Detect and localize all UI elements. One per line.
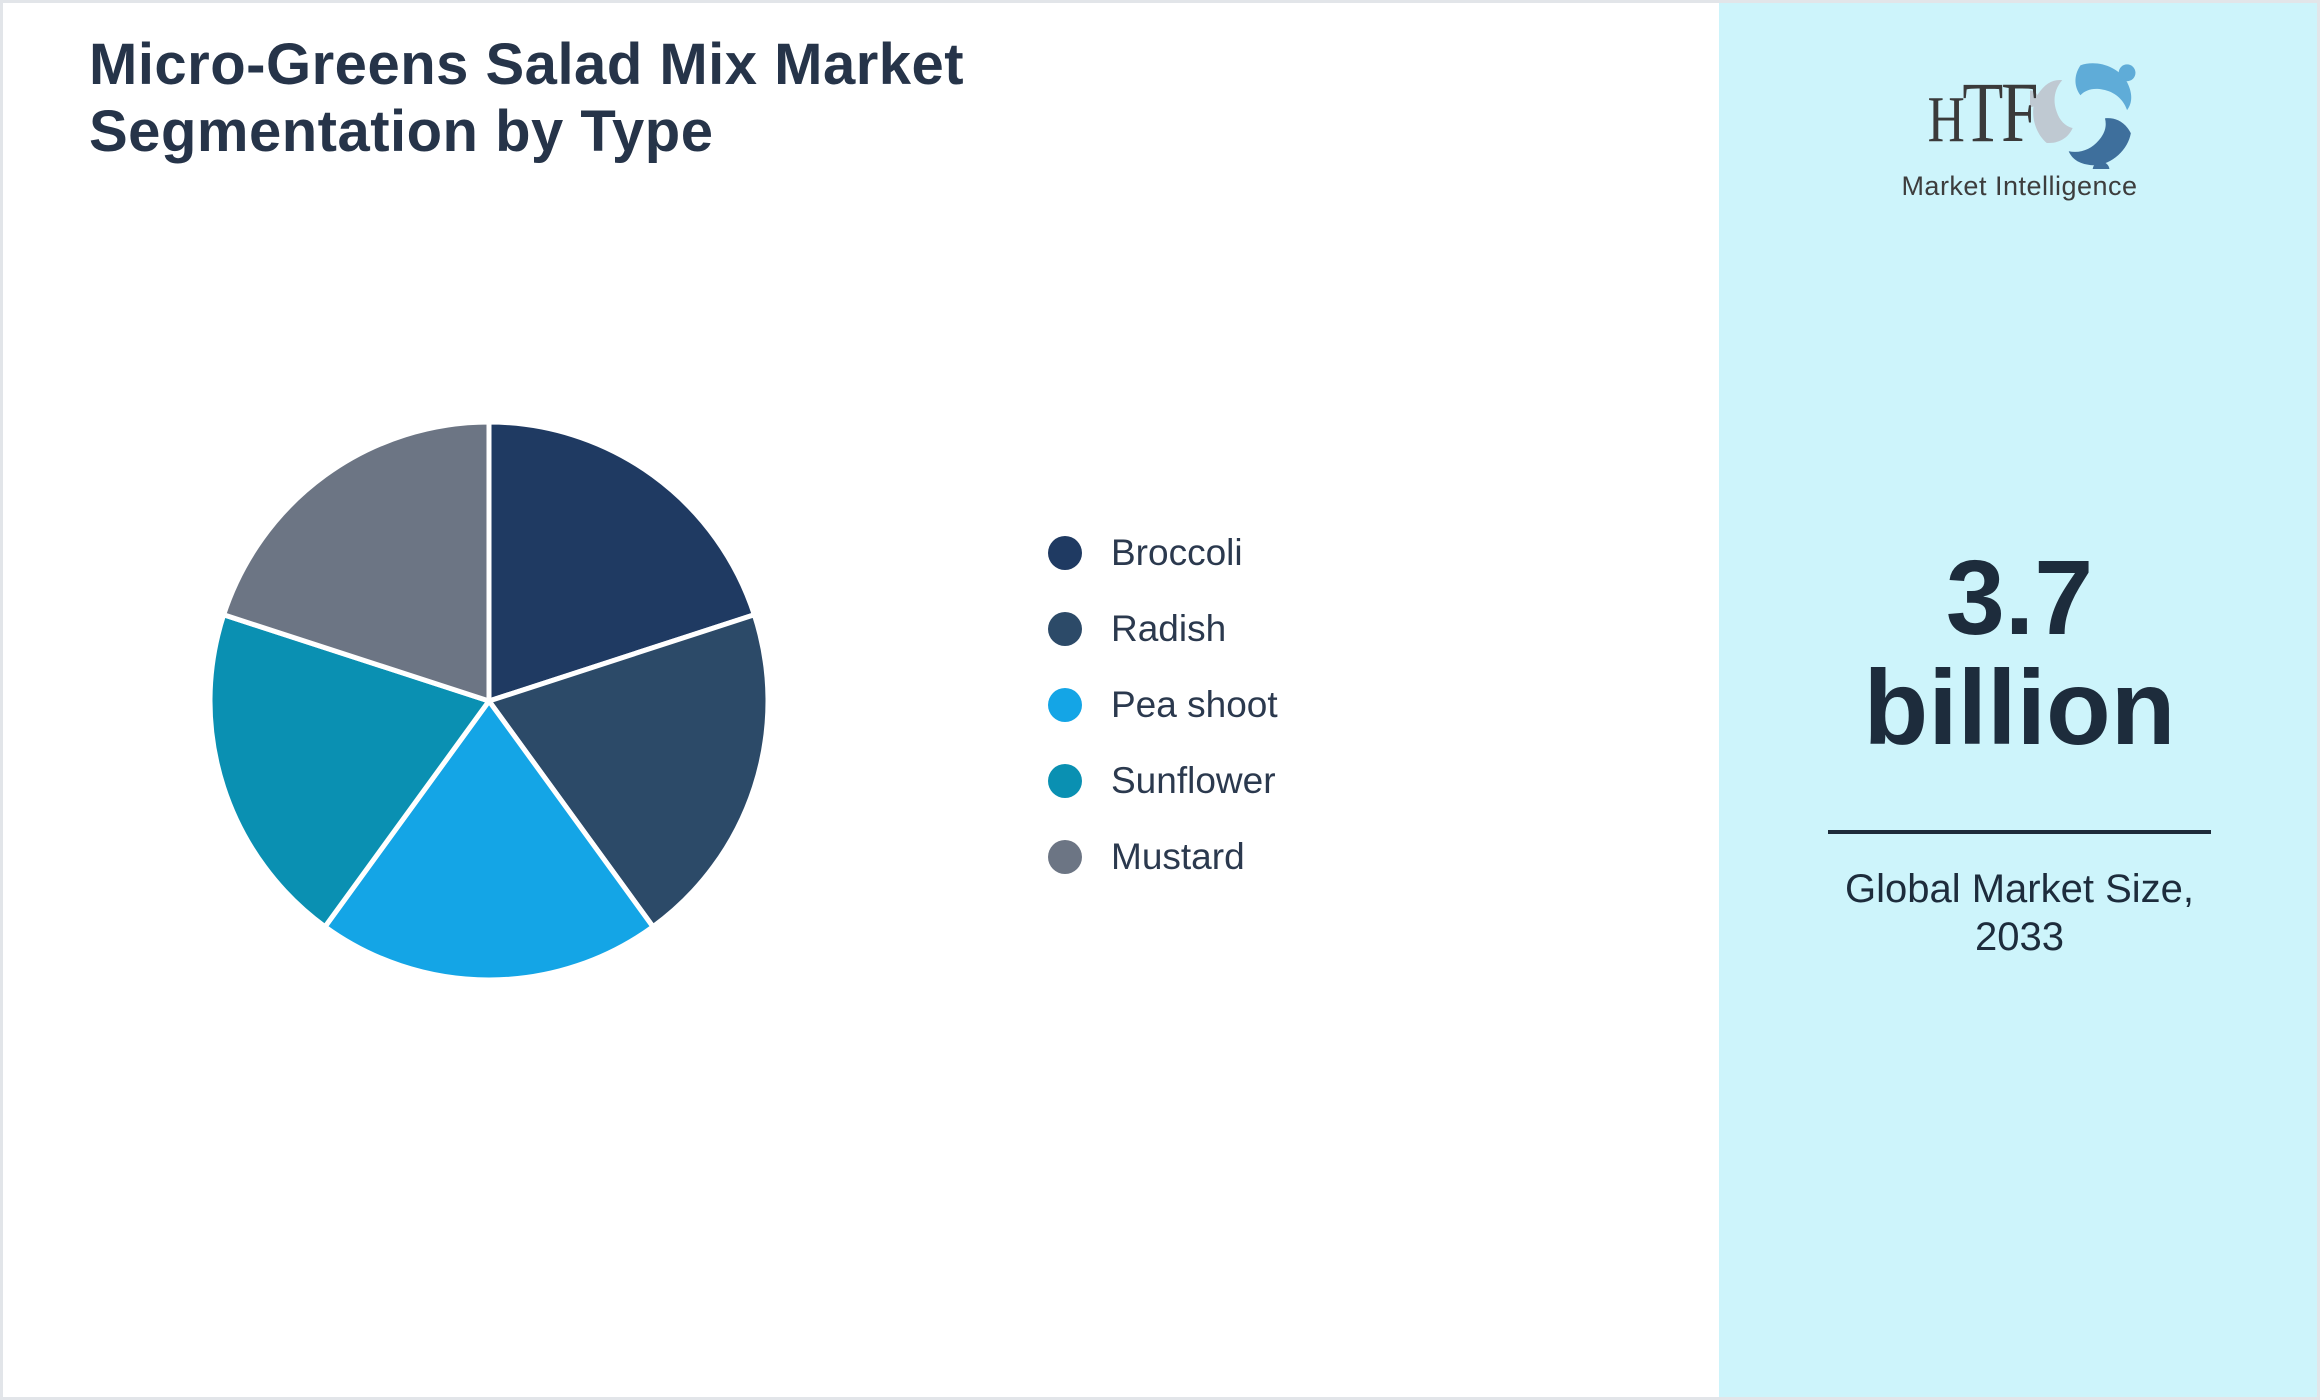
- chart-area: Micro-Greens Salad Mix Market Segmentati…: [3, 3, 1719, 1397]
- legend-item-pea-shoot: Pea shoot: [1048, 684, 1278, 725]
- page-title: Micro-Greens Salad Mix Market Segmentati…: [89, 31, 1289, 165]
- legend-label: Radish: [1111, 608, 1227, 649]
- market-size-caption-line1: Global Market Size,: [1844, 867, 2195, 911]
- htf-logo-subtext: Market Intelligence: [1901, 171, 2138, 201]
- legend-item-broccoli: Broccoli: [1048, 532, 1278, 573]
- page-title-line2: Segmentation by Type: [89, 99, 714, 164]
- legend-item-mustard: Mustard: [1048, 836, 1278, 877]
- legend-swatch-icon: [1048, 536, 1082, 570]
- legend-label: Mustard: [1111, 836, 1245, 877]
- market-size-panel: HTF: [1719, 3, 2317, 1397]
- legend-swatch-icon: [1048, 688, 1082, 722]
- legend-item-sunflower: Sunflower: [1048, 760, 1278, 801]
- pie-slice-broccoli: [486, 419, 757, 704]
- htf-logo-text: HTF: [1927, 64, 2039, 160]
- pie-slice-sunflower: [207, 612, 492, 930]
- market-size-value-line2: billion: [1863, 649, 2176, 767]
- market-size-value: 3.7 billion: [1719, 539, 2317, 767]
- htf-logo: HTF: [1719, 55, 2317, 202]
- market-size-caption: Global Market Size, 2033: [1719, 865, 2317, 961]
- legend-label: Sunflower: [1111, 760, 1276, 801]
- pie-slice-mustard: [221, 419, 492, 704]
- market-size-caption-line2: 2033: [1975, 915, 2064, 959]
- legend-label: Pea shoot: [1111, 684, 1278, 725]
- pie-slice-pea-shoot: [322, 698, 656, 983]
- legend-label: Broccoli: [1111, 532, 1243, 573]
- htf-logo-swirl-icon: [2030, 63, 2136, 169]
- legend-swatch-icon: [1048, 840, 1082, 874]
- htf-logo-tf: TF: [1962, 64, 2038, 160]
- legend-swatch-icon: [1048, 764, 1082, 798]
- legend-item-radish: Radish: [1048, 608, 1278, 649]
- divider: [1828, 830, 2211, 834]
- pie-legend: Broccoli Radish Pea shoot Sunflower Must…: [1048, 532, 1278, 916]
- pie-chart: [207, 419, 771, 983]
- page-title-line1: Micro-Greens Salad Mix Market: [89, 32, 965, 97]
- market-size-value-line1: 3.7: [1945, 539, 2094, 657]
- pie-slice-radish: [486, 612, 771, 930]
- legend-swatch-icon: [1048, 612, 1082, 646]
